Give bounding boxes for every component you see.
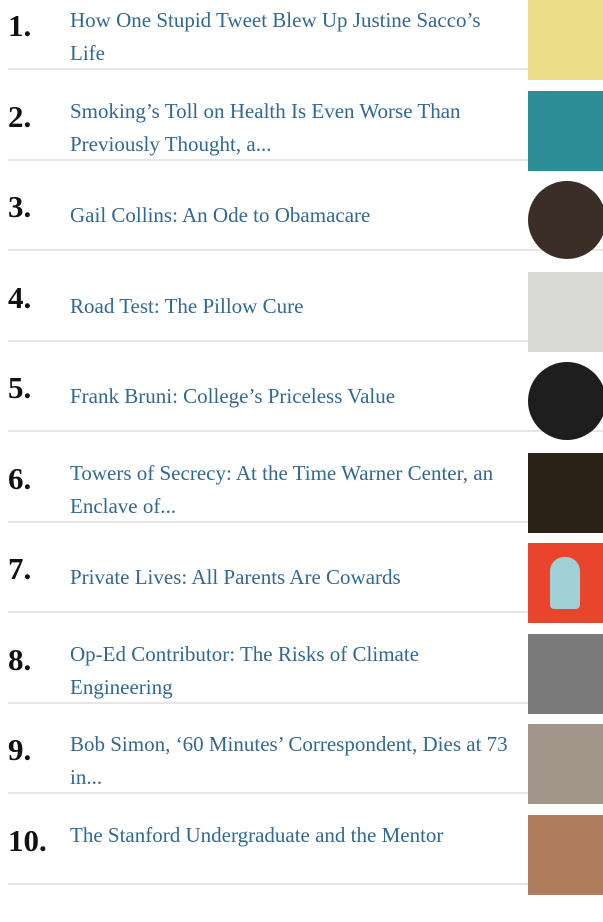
divider [8,340,603,342]
article-title[interactable]: How One Stupid Tweet Blew Up Justine Sac… [70,4,510,66]
thumbnail[interactable] [528,453,603,533]
thumbnail[interactable] [528,543,603,623]
article-row[interactable]: 1. How One Stupid Tweet Blew Up Justine S… [0,0,603,90]
article-title[interactable]: Gail Collins: An Ode to Obamacare [70,199,510,261]
article-title[interactable]: Towers of Secrecy: At the Time Warner Ce… [70,457,510,519]
most-popular-list: 1. How One Stupid Tweet Blew Up Justine S… [0,0,603,922]
rank-number: 1. [8,8,31,44]
article-title[interactable]: The Stanford Undergraduate and the Mento… [70,819,510,881]
divider [8,430,603,432]
divider [8,521,603,523]
rank-number: 7. [8,551,31,587]
thumb-figure [550,557,580,609]
rank-number: 3. [8,189,31,225]
divider [8,249,603,251]
divider [8,702,603,704]
article-title[interactable]: Smoking’s Toll on Health Is Even Worse T… [70,95,510,157]
article-row[interactable]: 6. Towers of Secrecy: At the Time Warner … [0,453,603,543]
article-title[interactable]: Frank Bruni: College’s Priceless Value [70,380,510,442]
divider [8,611,603,613]
article-row[interactable]: 3. Gail Collins: An Ode to Obamacare [0,181,603,271]
rank-number: 4. [8,280,31,316]
article-row[interactable]: 8. Op-Ed Contributor: The Risks of Climat… [0,634,603,724]
article-title[interactable]: Private Lives: All Parents Are Cowards [70,561,510,623]
thumbnail[interactable] [528,272,603,352]
thumbnail[interactable] [528,181,603,259]
rank-number: 5. [8,370,31,406]
rank-number: 2. [8,99,31,135]
thumbnail[interactable] [528,815,603,895]
thumbnail[interactable] [528,362,603,440]
thumbnail[interactable] [528,0,603,80]
rank-number: 6. [8,461,31,497]
rank-number: 10. [8,823,47,859]
divider [8,792,603,794]
article-row[interactable]: 2. Smoking’s Toll on Health Is Even Worse… [0,91,603,181]
divider [8,883,603,885]
article-row[interactable]: 7. Private Lives: All Parents Are Cowards [0,543,603,633]
article-title[interactable]: Op-Ed Contributor: The Risks of Climate … [70,638,510,700]
article-title[interactable]: Road Test: The Pillow Cure [70,290,510,352]
article-row[interactable]: 9. Bob Simon, ‘60 Minutes’ Correspondent,… [0,724,603,814]
article-title[interactable]: Bob Simon, ‘60 Minutes’ Correspondent, D… [70,728,510,790]
article-row[interactable]: 4. Road Test: The Pillow Cure [0,272,603,362]
rank-number: 9. [8,732,31,768]
thumbnail[interactable] [528,91,603,171]
article-row[interactable]: 5. Frank Bruni: College’s Priceless Value [0,362,603,452]
divider [8,68,603,70]
thumbnail[interactable] [528,634,603,714]
article-row[interactable]: 10. The Stanford Undergraduate and the Me… [0,815,603,905]
divider [8,159,603,161]
thumbnail[interactable] [528,724,603,804]
rank-number: 8. [8,642,31,678]
